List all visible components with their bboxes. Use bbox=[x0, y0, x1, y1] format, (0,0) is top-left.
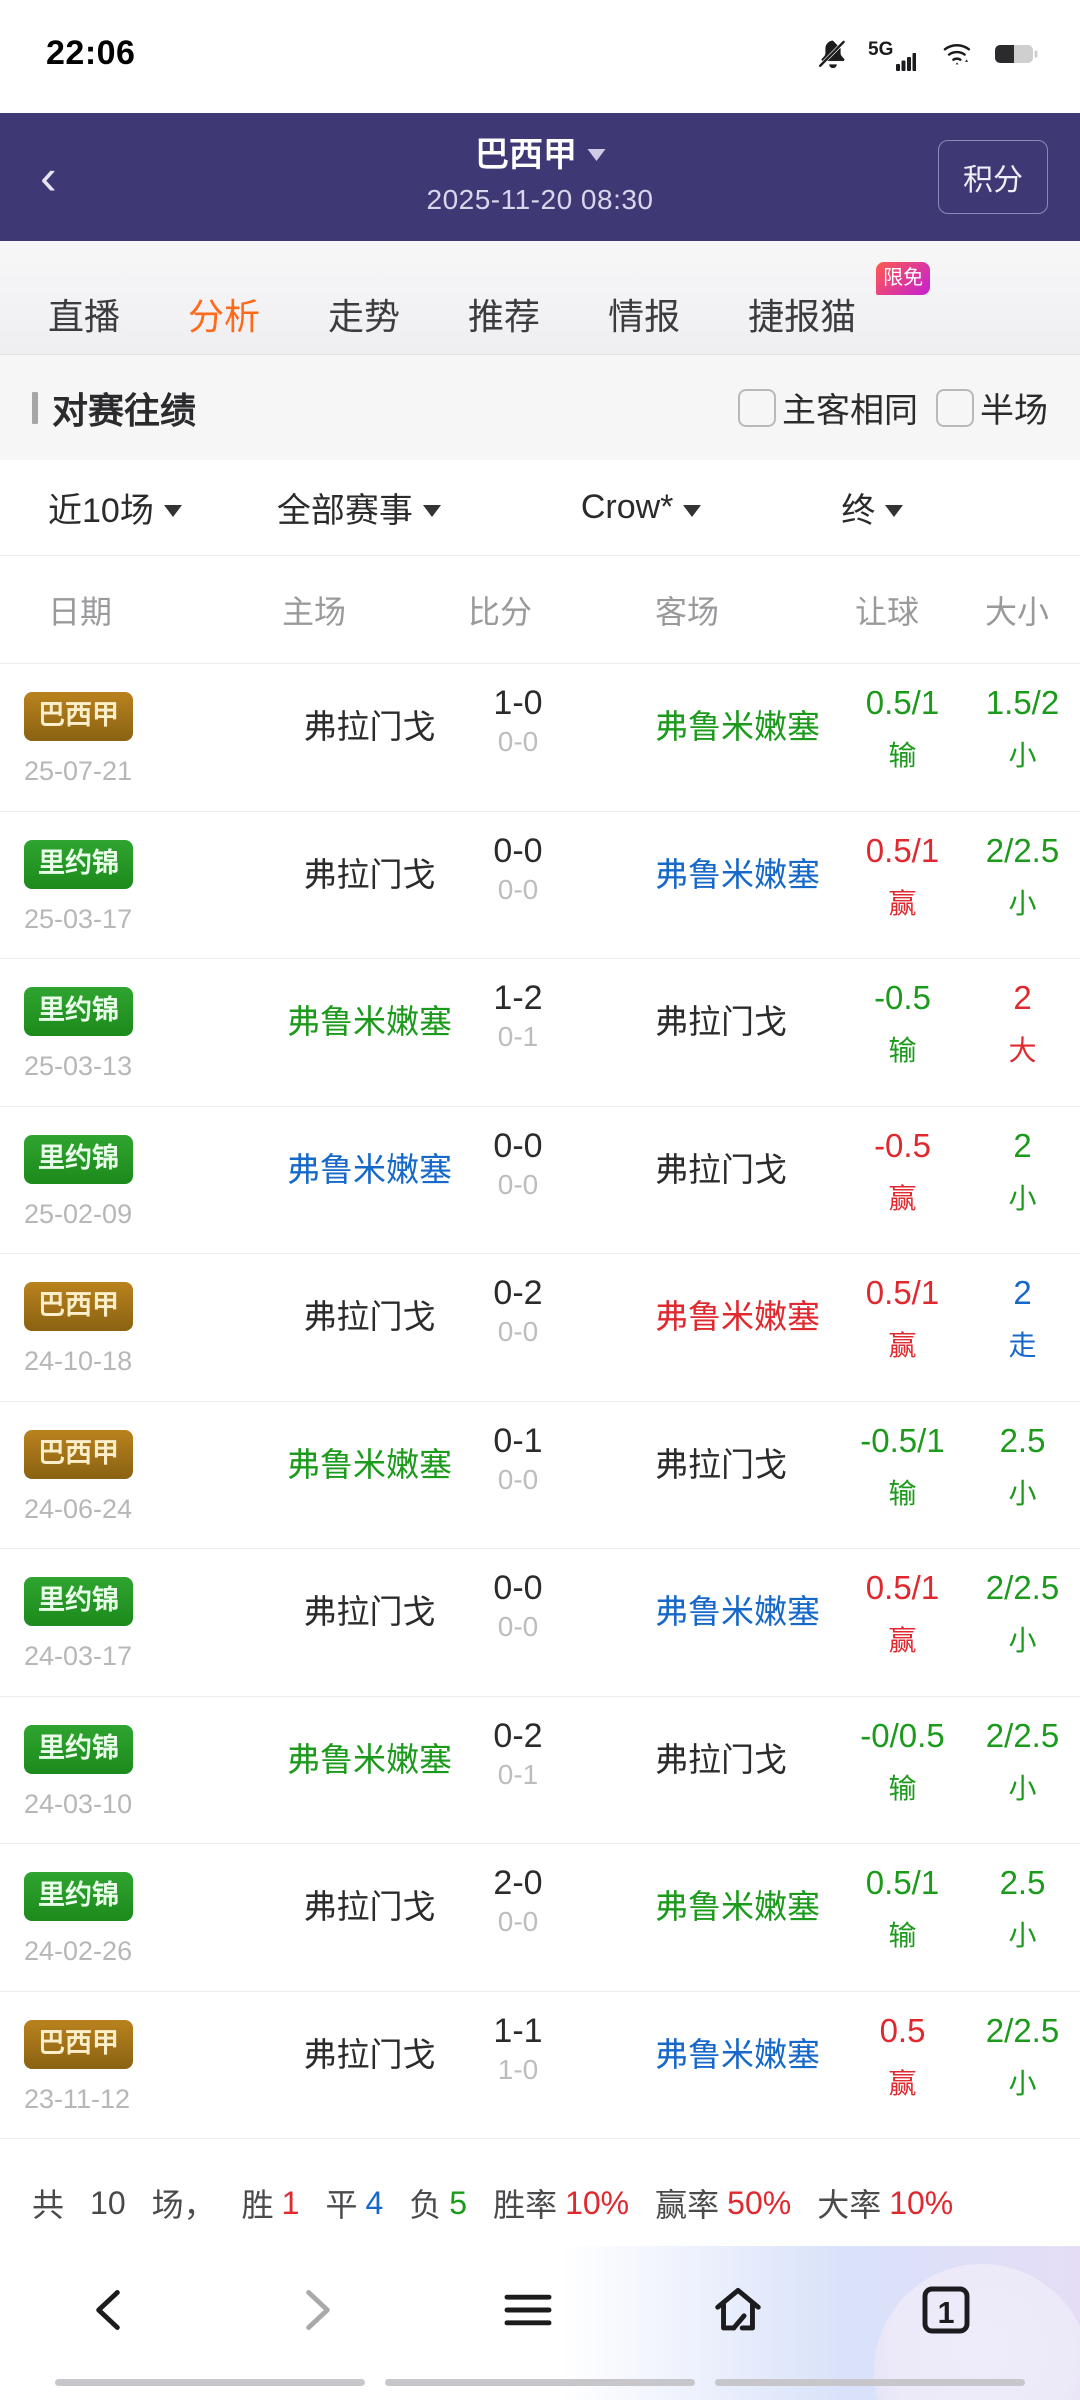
svg-text:1: 1 bbox=[938, 2297, 955, 2330]
